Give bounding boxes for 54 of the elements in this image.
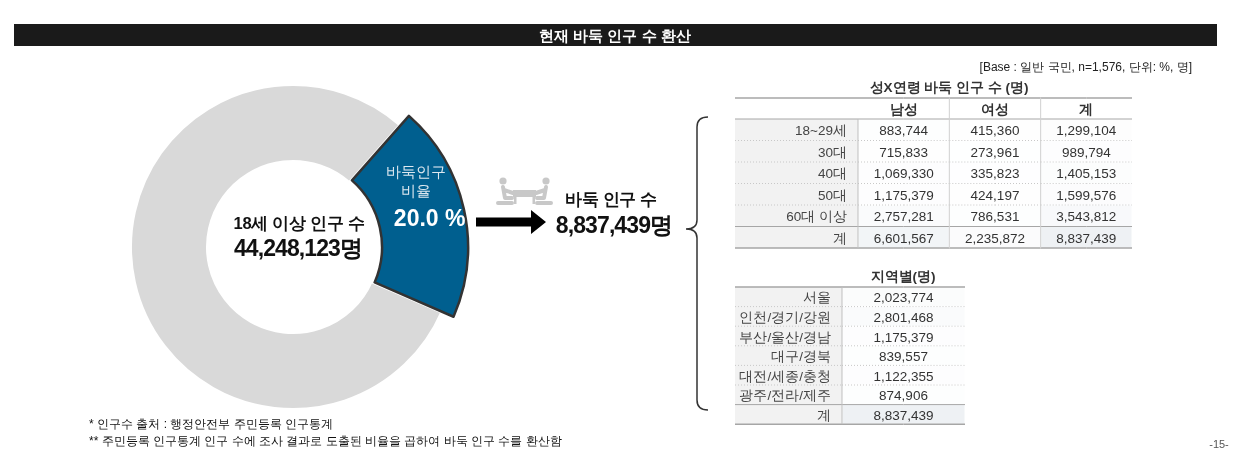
x-tick-label: 여성: [981, 101, 1009, 117]
data-label: 2,235,872: [964, 230, 1026, 246]
data-label: 874,906: [879, 388, 928, 404]
data-label: 424,197: [970, 187, 1020, 203]
chart-title: 지역별(명): [870, 269, 936, 284]
data-label: 2,023,774: [873, 290, 935, 306]
data-label: 2,801,468: [873, 309, 934, 325]
x-tick-label: 계: [1079, 101, 1094, 117]
data-label: 715,833: [879, 144, 929, 160]
data-label: 989,794: [1061, 144, 1112, 160]
data-label: 3,543,812: [1056, 209, 1117, 225]
y-tick-label: 60대 이상: [786, 209, 847, 225]
y-tick-label: 40대: [817, 166, 847, 182]
y-tick-label: 대전/세종/충청: [739, 368, 831, 384]
text: 8,837,439명: [555, 212, 673, 238]
text: 18세 이상 인구 수: [233, 214, 365, 232]
y-tick-label: 18~29세: [795, 123, 847, 139]
slice-label: 바둑인구 비율: [385, 162, 446, 199]
text: -15-: [1209, 438, 1230, 450]
data-label: 335,823: [970, 166, 1020, 182]
y-tick-label: 계: [817, 407, 831, 423]
text: 현재 바둑 인구 수 환산: [539, 27, 691, 44]
data-label: 1,069,330: [873, 166, 934, 182]
data-label: 839,557: [879, 349, 928, 365]
y-tick-label: 대구/경북: [771, 349, 831, 365]
data-label: 1,175,379: [873, 329, 934, 345]
y-tick-label: 50대: [817, 187, 847, 203]
data-label: 1,599,576: [1056, 187, 1117, 203]
text: ** 주민등록 인구통계 인구 수에 조사 결과로 도출된 비율을 곱하여 바둑 인구 수를 환산함: [89, 434, 562, 448]
y-tick-label: 인천/경기/강원: [739, 309, 831, 325]
y-tick-label: 부산/울산/경남: [739, 329, 831, 345]
data-label: 8,837,439: [1056, 230, 1117, 246]
text: 바둑 인구 수: [564, 190, 658, 209]
y-tick-label: 계: [833, 230, 847, 246]
x-tick-label: 남성: [889, 101, 918, 117]
data-label: 2,757,281: [873, 209, 934, 225]
data-label: 1,299,104: [1056, 123, 1117, 139]
y-tick-label: 30대: [817, 144, 847, 160]
data-label: 20.0 %: [393, 204, 466, 231]
data-label: 415,360: [970, 123, 1020, 139]
text: [Base : 일반 국민, n=1,576, 단위: %, 명]: [979, 60, 1192, 74]
y-tick-label: 서울: [803, 290, 831, 306]
data-label: 6,601,567: [873, 230, 934, 246]
data-label: 273,961: [970, 144, 1020, 160]
data-label: 1,122,355: [873, 368, 934, 384]
data-label: 8,837,439: [873, 407, 934, 423]
y-tick-label: 광주/전라/제주: [739, 388, 831, 404]
data-label: 1,405,153: [1056, 166, 1117, 182]
data-label: 1,175,379: [873, 187, 934, 203]
text: 44,248,123명: [233, 235, 363, 261]
data-label: 786,531: [970, 209, 1020, 225]
data-label: 883,744: [879, 123, 929, 139]
text: * 인구수 출처 : 행정안전부 주민등록 인구통계: [89, 417, 334, 431]
chart-title: 성X연령 바둑 인구 수 (명): [869, 80, 1029, 95]
